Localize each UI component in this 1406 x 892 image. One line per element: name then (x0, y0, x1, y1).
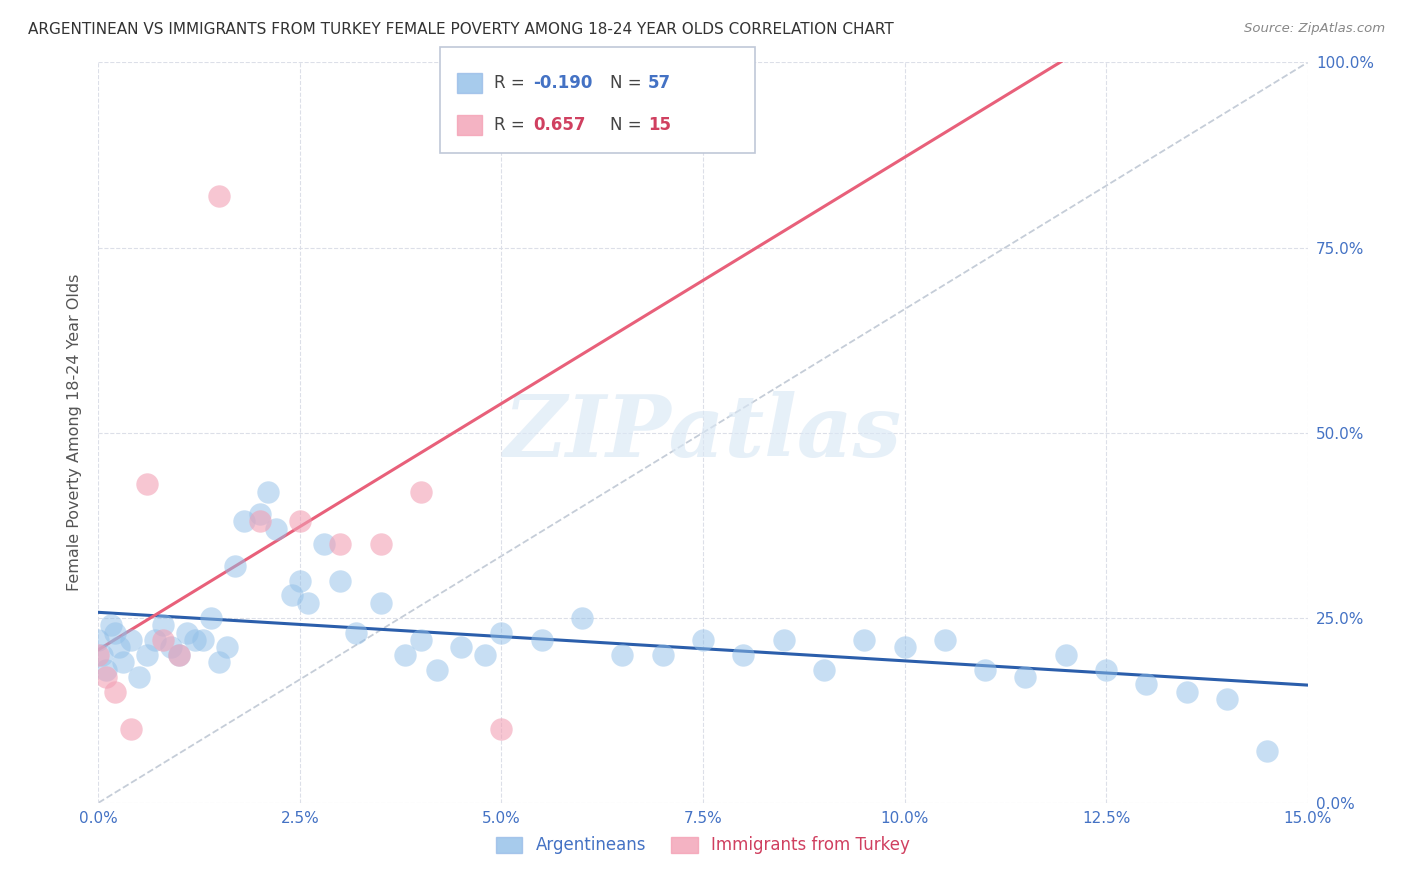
Point (152, 632, 174, 647)
Point (184, 632, 207, 647)
Point (217, 640, 239, 655)
Point (193, 632, 215, 647)
Point (571, 610, 593, 624)
Text: N =: N = (610, 74, 647, 92)
Point (103, 685, 125, 699)
Point (1256, 744, 1278, 758)
Point (934, 632, 956, 647)
Point (329, 574, 352, 588)
Point (103, 625, 125, 640)
Point (87, 632, 110, 647)
Point (100, 618, 122, 632)
Point (1135, 677, 1157, 691)
Point (370, 536, 392, 550)
Text: -0.190: -0.190 (533, 74, 592, 92)
Point (813, 663, 835, 677)
Point (96, 663, 118, 677)
Point (394, 648, 416, 662)
Point (135, 477, 157, 491)
Point (208, 655, 231, 669)
Point (370, 596, 392, 610)
Text: ZIPatlas: ZIPatlas (503, 391, 903, 475)
Point (426, 663, 449, 677)
Point (450, 640, 472, 655)
Point (91, 648, 114, 662)
Point (1014, 670, 1036, 684)
Point (409, 484, 432, 499)
Point (974, 663, 997, 677)
Point (208, 188, 231, 202)
Point (491, 722, 513, 736)
Point (120, 632, 142, 647)
Point (249, 515, 271, 529)
Point (167, 648, 190, 662)
Point (120, 722, 142, 736)
Point (692, 632, 714, 647)
Point (256, 484, 278, 499)
Text: Source: ZipAtlas.com: Source: ZipAtlas.com (1244, 22, 1385, 36)
Point (853, 632, 876, 647)
Point (167, 648, 190, 662)
Point (96, 670, 118, 684)
Point (135, 648, 157, 662)
Point (344, 625, 367, 640)
Point (530, 632, 553, 647)
Point (176, 625, 198, 640)
Point (733, 648, 755, 662)
Point (1095, 663, 1118, 677)
Text: 15: 15 (648, 116, 671, 134)
Point (1054, 648, 1077, 662)
Y-axis label: Female Poverty Among 18-24 Year Olds: Female Poverty Among 18-24 Year Olds (67, 274, 83, 591)
Point (733, 55, 755, 70)
Text: R =: R = (494, 74, 530, 92)
Point (288, 574, 311, 588)
Legend: Argentineans, Immigrants from Turkey: Argentineans, Immigrants from Turkey (489, 830, 917, 861)
Point (772, 632, 794, 647)
Point (281, 589, 304, 603)
Point (409, 632, 432, 647)
Point (224, 558, 246, 573)
Point (107, 640, 129, 655)
Text: 0.657: 0.657 (533, 116, 585, 134)
Point (128, 670, 150, 684)
Point (111, 655, 134, 669)
Point (491, 625, 513, 640)
Text: 57: 57 (648, 74, 671, 92)
Point (160, 640, 183, 655)
Point (329, 536, 352, 550)
Point (152, 618, 174, 632)
Point (1175, 685, 1198, 699)
Point (651, 648, 673, 662)
Point (288, 515, 311, 529)
Point (297, 596, 319, 610)
Point (893, 640, 915, 655)
Point (232, 515, 254, 529)
Point (612, 648, 634, 662)
Text: ARGENTINEAN VS IMMIGRANTS FROM TURKEY FEMALE POVERTY AMONG 18-24 YEAR OLDS CORRE: ARGENTINEAN VS IMMIGRANTS FROM TURKEY FE… (28, 22, 894, 37)
Point (143, 632, 166, 647)
Point (200, 610, 222, 624)
Text: N =: N = (610, 116, 647, 134)
Point (1216, 692, 1239, 706)
Point (264, 522, 287, 536)
Point (314, 536, 336, 550)
Point (87, 648, 110, 662)
Point (474, 648, 496, 662)
Point (249, 507, 271, 521)
Text: R =: R = (494, 116, 534, 134)
